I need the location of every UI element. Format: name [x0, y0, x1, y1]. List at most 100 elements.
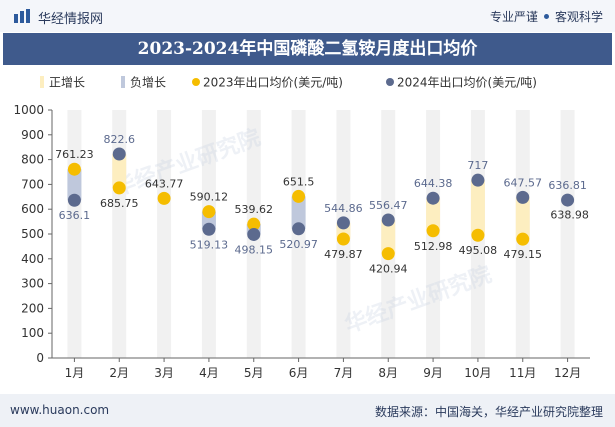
data-label-2024: 636.1 [59, 209, 91, 222]
data-label-2024: 519.13 [190, 238, 229, 251]
y-tick-label: 300 [21, 277, 44, 291]
point-2023 [202, 205, 216, 219]
legend: 正增长 负增长 2023年出口均价(美元/吨) 2024年出口均价(美元/吨) [40, 76, 537, 90]
increase-bar [470, 180, 485, 236]
data-label-2024: 717 [467, 159, 488, 172]
footer-url: www.huaon.com [10, 403, 110, 417]
point-2024 [292, 222, 306, 236]
site-name: 华经情报网 [38, 12, 104, 27]
x-tick-label: 11月 [509, 366, 536, 380]
increase-bar [515, 197, 530, 240]
x-tick-label: 7月 [334, 366, 354, 380]
difference-bars [67, 153, 530, 254]
background-column [560, 110, 575, 358]
point-2023 [67, 162, 81, 176]
axes: 0 100 200 300 400 500 600 700 800 900 1000 1月 2月 3月 4月… [13, 103, 590, 380]
point-2024 [202, 222, 216, 236]
data-label-2023: 495.08 [459, 244, 498, 257]
legend-marker-2023 [192, 78, 200, 86]
data-label-2024: 520.97 [279, 238, 318, 251]
x-tick-label: 10月 [464, 366, 491, 380]
background-column [112, 110, 127, 358]
tagline-left: 专业严谨 [489, 10, 538, 24]
legend-swatch-decrease [121, 76, 125, 88]
data-label-2023: 512.98 [414, 240, 453, 253]
chart-title: 2023-2024年中国磷酸二氢铵月度出口均价 [137, 39, 478, 59]
x-tick-label: 4月 [199, 366, 219, 380]
point-2024 [336, 216, 350, 230]
y-tick-label: 900 [21, 128, 44, 142]
legend-label-2023: 2023年出口均价(美元/吨) [203, 76, 343, 90]
point-2024 [381, 213, 395, 227]
y-tick-label: 100 [21, 326, 44, 340]
data-label-2024: 556.47 [369, 199, 408, 212]
y-tick-label: 800 [21, 153, 44, 167]
footer-source: 数据来源：中国海关，华经产业研究院整理 [374, 405, 603, 419]
point-2024 [516, 190, 530, 204]
data-label-2023: 685.75 [100, 197, 139, 210]
background-columns [67, 110, 575, 358]
legend-marker-2024 [386, 78, 394, 86]
increase-bar [381, 219, 396, 254]
data-label-2024: 822.6 [104, 133, 136, 146]
y-tick-label: 0 [36, 351, 44, 365]
data-label-2023: 590.12 [190, 191, 229, 204]
data-labels: 761.23 685.75 643.77 590.12 539.62 651.5 479.8… [55, 133, 589, 276]
y-tick-label: 700 [21, 177, 44, 191]
data-label-2023: 761.23 [55, 148, 94, 161]
point-2023 [112, 181, 126, 195]
background-column [157, 110, 172, 358]
point-2024 [561, 193, 575, 207]
logo-icon [14, 9, 30, 23]
y-tick-label: 400 [21, 252, 44, 266]
point-2023 [336, 232, 350, 246]
legend-label-2024: 2024年出口均价(美元/吨) [397, 76, 537, 90]
title-band: 2023-2024年中国磷酸二氢铵月度出口均价 [3, 33, 612, 65]
chart: 正增长 负增长 2023年出口均价(美元/吨) 2024年出口均价(美元/吨) … [13, 76, 590, 380]
y-tick-label: 1000 [13, 103, 44, 117]
x-tick-label: 12月 [554, 366, 581, 380]
x-tick-label: 8月 [378, 366, 398, 380]
footer: www.huaon.com 数据来源：中国海关，华经产业研究院整理 [0, 394, 615, 427]
decrease-bar [67, 169, 82, 201]
data-label-2024: 498.15 [235, 243, 274, 256]
point-2023 [381, 247, 395, 261]
increase-bar [112, 153, 127, 188]
tagline-right: 客观科学 [554, 10, 603, 24]
point-2023 [471, 228, 485, 242]
separator-dot-icon [543, 14, 549, 19]
increase-bar [426, 198, 441, 231]
point-2023 [426, 224, 440, 238]
x-tick-label: 1月 [65, 366, 85, 380]
y-tick-label: 500 [21, 227, 44, 241]
top-bar: 华经情报网 专业严谨 客观科学 [0, 0, 615, 32]
y-tick-label: 200 [21, 301, 44, 315]
data-label-2024: 544.86 [324, 202, 363, 215]
legend-swatch-increase [40, 76, 44, 88]
point-2023 [157, 191, 171, 205]
point-2023 [292, 189, 306, 203]
data-label-2023: 643.77 [145, 177, 184, 190]
legend-label-decrease: 负增长 [130, 76, 166, 90]
data-label-extra: 638.98 [550, 209, 589, 222]
data-points [67, 147, 575, 261]
data-label-2024: 636.81 [548, 179, 587, 192]
point-2024 [112, 147, 126, 161]
x-tick-label: 5月 [244, 366, 264, 380]
legend-label-increase: 正增长 [49, 76, 85, 90]
data-label-2024: 644.38 [414, 177, 453, 190]
point-2024 [426, 191, 440, 205]
data-label-2023: 420.94 [369, 263, 408, 276]
point-2024 [471, 173, 485, 187]
x-tick-label: 3月 [154, 366, 174, 380]
background-column [67, 110, 82, 358]
point-2023 [247, 217, 261, 231]
data-label-2023: 479.87 [324, 248, 363, 261]
data-label-2024: 647.57 [504, 176, 543, 189]
point-2023 [516, 232, 530, 246]
x-tick-label: 2月 [109, 366, 129, 380]
data-label-2023: 651.5 [283, 175, 315, 188]
data-label-2023: 539.62 [235, 203, 274, 216]
point-2024 [67, 193, 81, 207]
x-tick-label: 9月 [423, 366, 443, 380]
